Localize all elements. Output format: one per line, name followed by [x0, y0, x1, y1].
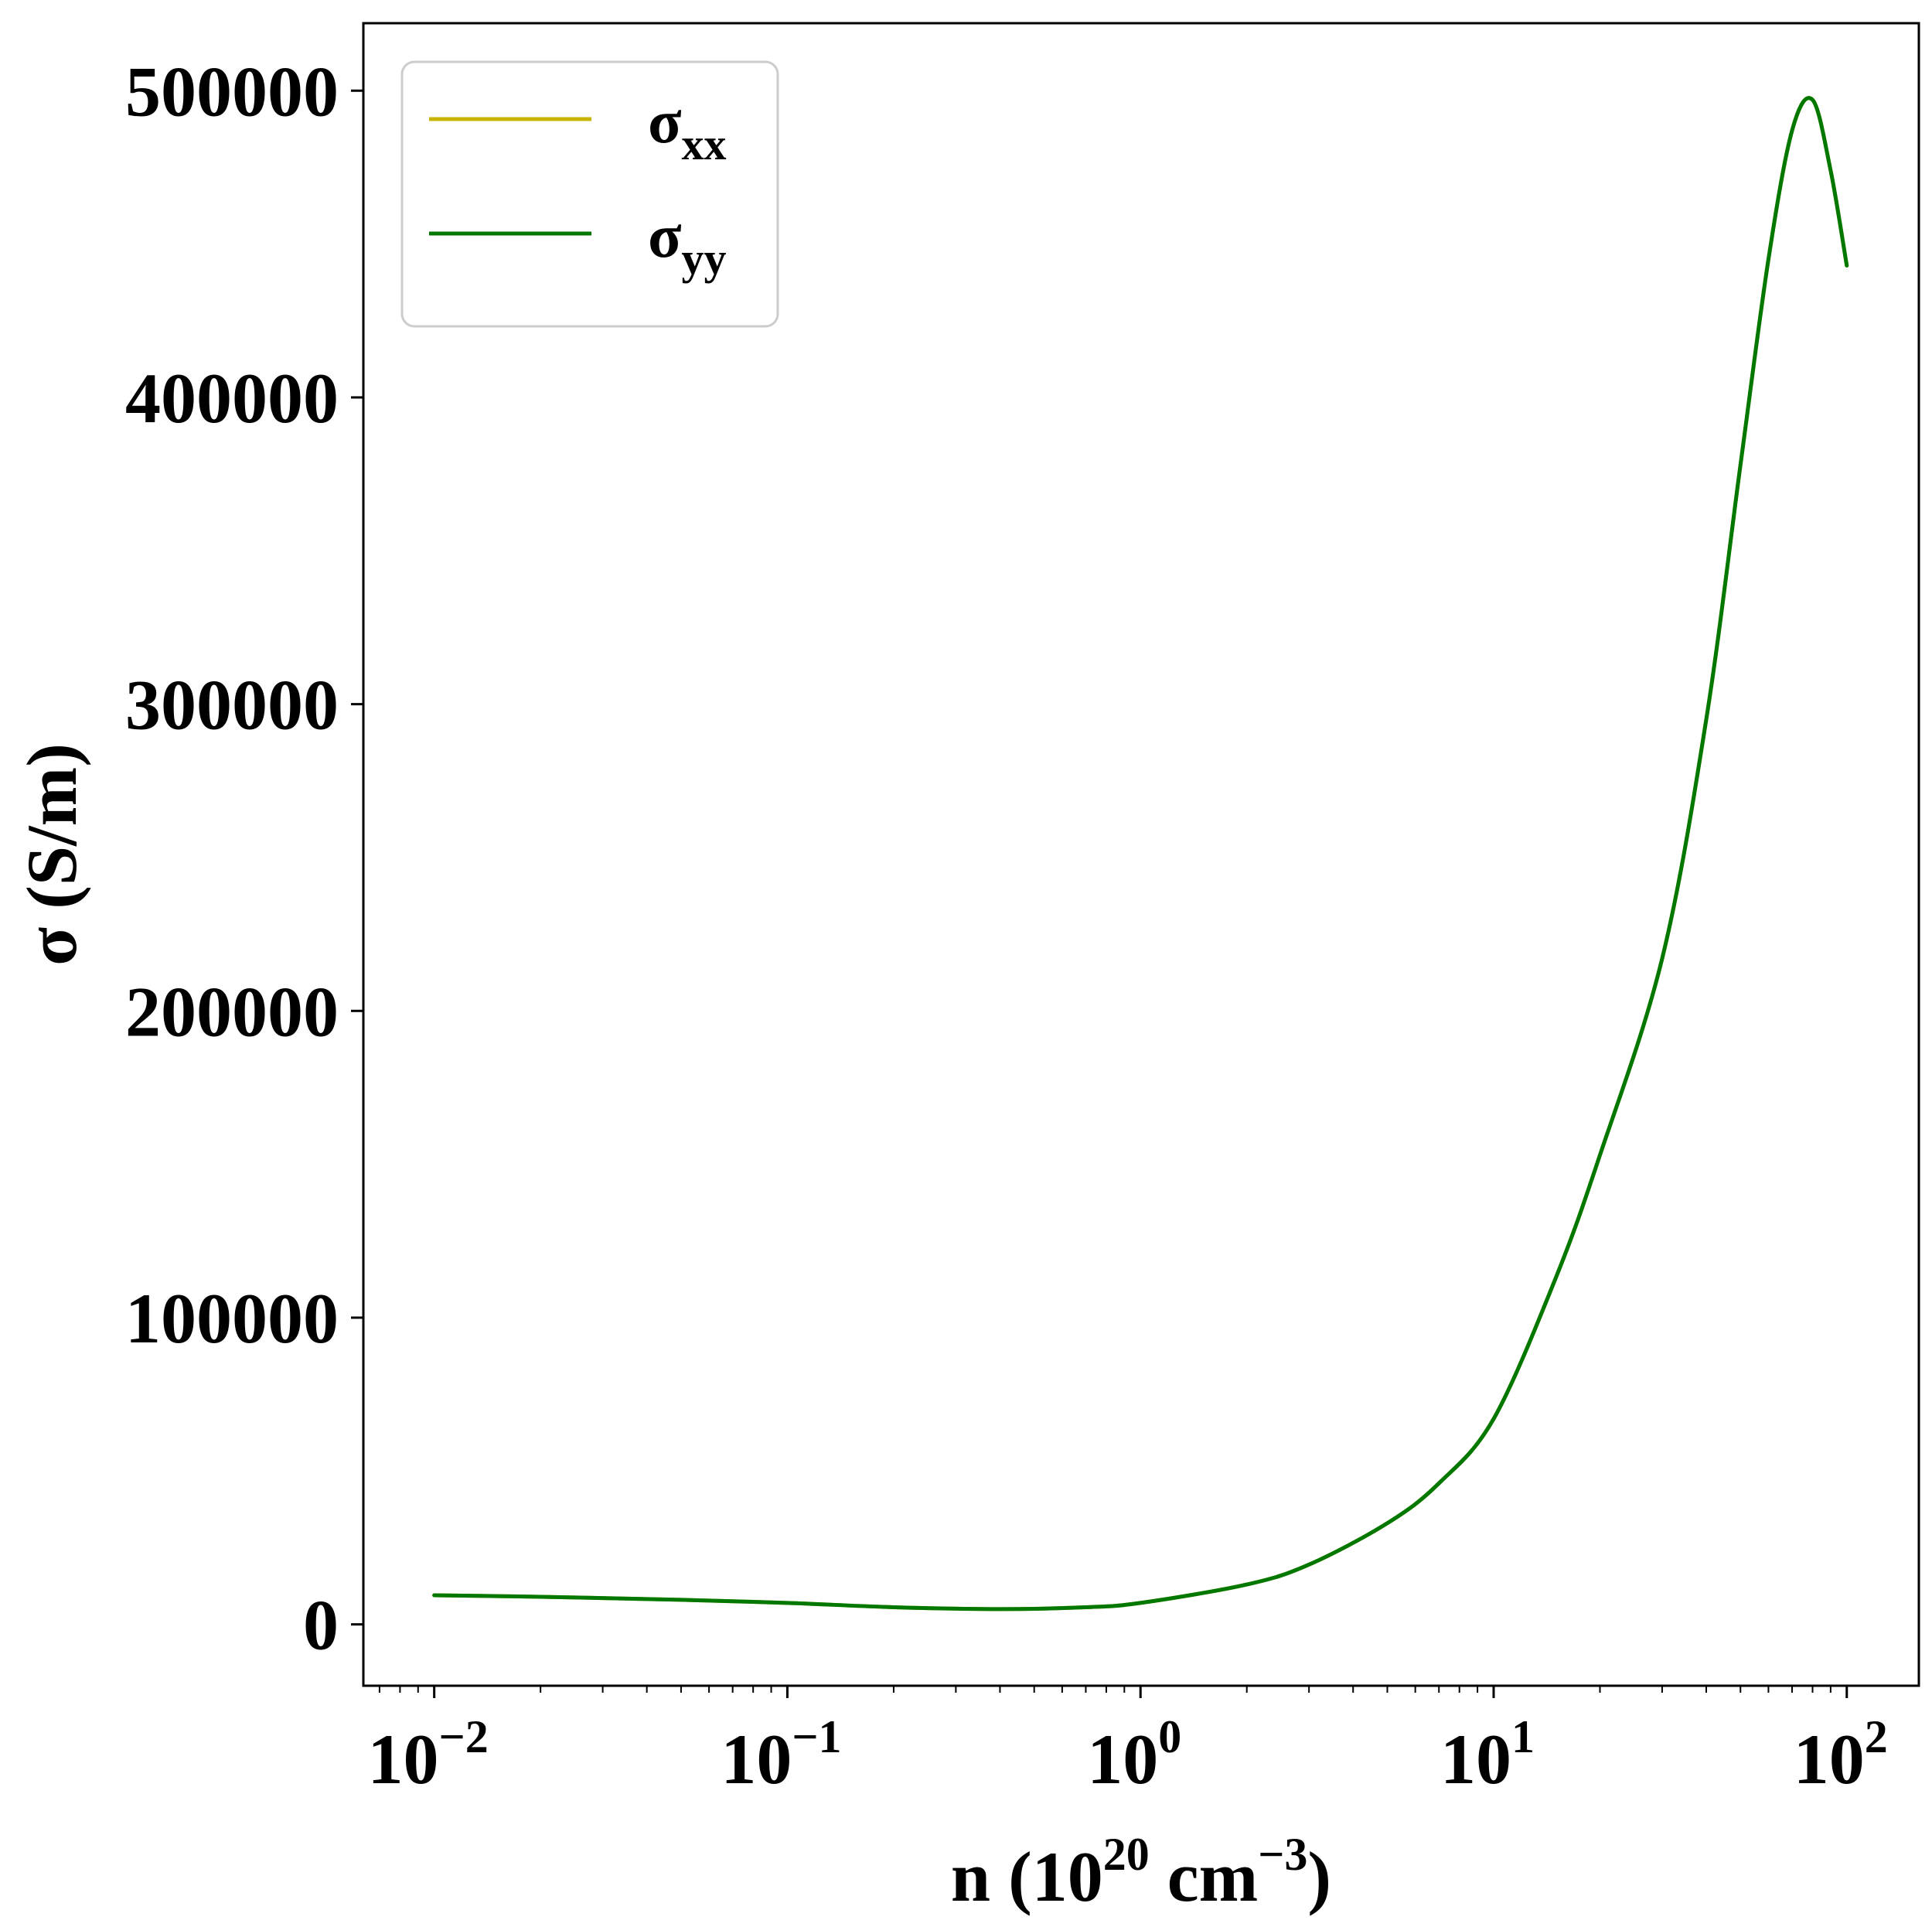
x-tick-label-base: 10 — [1794, 1720, 1865, 1799]
y-tick-label: 400000 — [125, 359, 339, 438]
x-axis-label-exponent-2: −3 — [1258, 1829, 1307, 1880]
x-tick-label-exponent: 0 — [1158, 1711, 1181, 1762]
x-axis-label-suffix: ) — [1307, 1837, 1331, 1916]
x-tick-label-exponent: 2 — [1865, 1711, 1888, 1762]
x-axis-label-exponent-1: 20 — [1103, 1829, 1150, 1880]
x-axis-label-middle: cm — [1150, 1837, 1258, 1916]
x-tick-label-base: 10 — [1440, 1720, 1511, 1799]
legend-label-sigma-xx: σxx — [648, 88, 727, 169]
series-line-sigma-yy — [432, 96, 1849, 1612]
x-axis-label-prefix: n (10 — [951, 1837, 1103, 1916]
x-tick-label-base: 10 — [368, 1720, 439, 1799]
y-tick-label: 500000 — [125, 52, 339, 131]
legend-box — [400, 60, 779, 328]
y-axis-label: σ (S/m) — [12, 743, 91, 966]
x-tick-label-exponent: −1 — [792, 1711, 841, 1762]
x-tick-label: 102 — [1794, 1711, 1888, 1799]
x-tick-label-exponent: 1 — [1511, 1711, 1535, 1762]
x-tick-label-exponent: −2 — [439, 1711, 489, 1762]
plot-frame — [362, 22, 1920, 1687]
y-tick-label: 0 — [303, 1586, 339, 1665]
legend: σxx σyy — [400, 60, 779, 328]
legend-label-sigma-yy-symbol: σ — [648, 203, 682, 271]
y-tick-label: 300000 — [125, 666, 339, 745]
x-tick-label: 10−2 — [368, 1711, 489, 1799]
x-tick-label: 101 — [1440, 1711, 1535, 1799]
x-axis-label: n (1020 cm−3) — [951, 1829, 1331, 1916]
y-tick-label: 200000 — [125, 972, 339, 1051]
legend-label-sigma-yy: σyy — [648, 203, 727, 284]
series-layer — [432, 96, 1849, 1612]
x-tick-label-base: 10 — [721, 1720, 792, 1799]
legend-label-sigma-xx-subscript: xx — [682, 119, 727, 169]
legend-label-sigma-yy-subscript: yy — [682, 234, 727, 284]
legend-label-sigma-xx-symbol: σ — [648, 88, 682, 156]
x-tick-label: 10−1 — [721, 1711, 841, 1799]
x-tick-label-base: 10 — [1087, 1720, 1158, 1799]
y-tick-label: 100000 — [125, 1279, 339, 1358]
x-tick-label: 100 — [1087, 1711, 1181, 1799]
